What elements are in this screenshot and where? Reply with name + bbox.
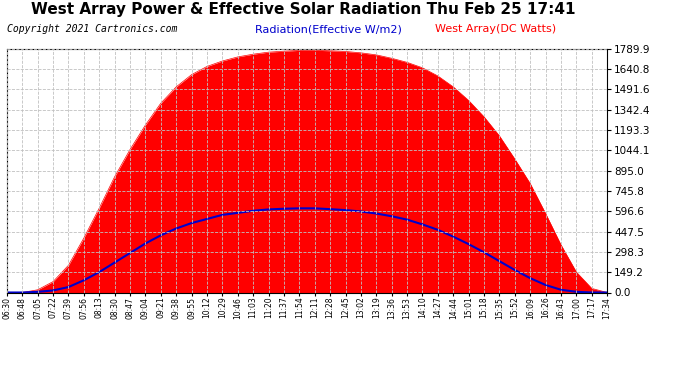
Text: West Array(DC Watts): West Array(DC Watts) xyxy=(435,24,556,34)
Text: Copyright 2021 Cartronics.com: Copyright 2021 Cartronics.com xyxy=(7,24,177,34)
Text: Radiation(Effective W/m2): Radiation(Effective W/m2) xyxy=(255,24,402,34)
Text: West Array Power & Effective Solar Radiation Thu Feb 25 17:41: West Array Power & Effective Solar Radia… xyxy=(31,2,576,17)
